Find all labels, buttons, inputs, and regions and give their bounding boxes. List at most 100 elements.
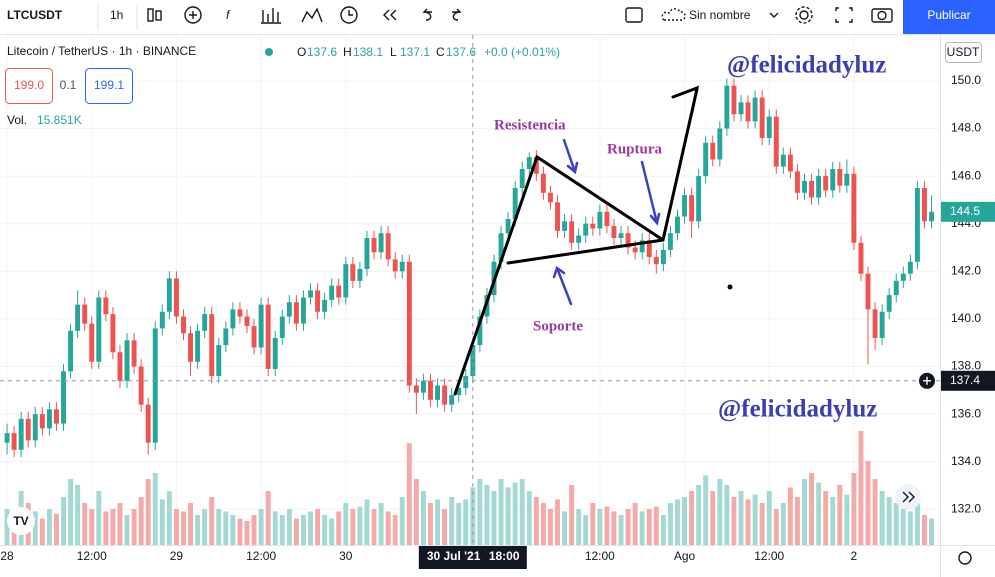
- settings-icon[interactable]: [958, 551, 972, 565]
- candle-body: [653, 257, 659, 265]
- svg-text:TV: TV: [13, 514, 28, 528]
- volume-bar: [188, 503, 194, 545]
- volume-bar: [562, 511, 568, 545]
- buy-price[interactable]: 199.1: [94, 78, 124, 92]
- candle-body: [562, 221, 568, 231]
- symbol[interactable]: LTCUSDT: [7, 8, 63, 22]
- buy-box[interactable]: [85, 68, 133, 104]
- volume-bar: [590, 503, 596, 545]
- toolbar-icons[interactable]: f: [97, 4, 893, 30]
- volume-bar: [258, 509, 264, 545]
- layout-name[interactable]: Sin nombre: [689, 8, 751, 22]
- candle-body: [152, 328, 158, 443]
- volume-bar: [886, 497, 892, 545]
- candle-body: [794, 171, 800, 193]
- candle-body: [540, 173, 546, 193]
- breakout-label: Ruptura: [607, 141, 663, 157]
- candle-body: [611, 226, 617, 239]
- candle-body: [25, 418, 31, 441]
- candle-body: [223, 328, 229, 346]
- candle-body: [265, 304, 271, 369]
- volume-bar: [519, 479, 525, 545]
- x-tick-label: 28: [0, 549, 14, 563]
- crosshair-time-box: [418, 546, 527, 569]
- volume-bar: [907, 511, 913, 545]
- candle-body: [547, 192, 553, 203]
- volume-bar: [145, 479, 151, 545]
- volume-bar: [399, 497, 405, 545]
- volume-bar: [780, 503, 786, 545]
- volume-bar: [4, 509, 10, 545]
- ohlc-label: C: [436, 45, 445, 59]
- volume-bar: [237, 518, 243, 545]
- candle-body: [759, 97, 765, 139]
- candle-body: [124, 340, 130, 381]
- volume-bar: [667, 503, 673, 545]
- volume-bar: [597, 509, 603, 545]
- candle-body: [922, 188, 927, 222]
- candle-body: [872, 309, 878, 338]
- candle-body: [258, 304, 264, 348]
- candle-body: [533, 157, 539, 174]
- currency[interactable]: USDT: [947, 45, 980, 59]
- volume-bar: [350, 509, 356, 545]
- publish-label[interactable]: Publicar: [927, 8, 970, 22]
- candle-body: [893, 280, 899, 296]
- candle-body: [604, 211, 610, 227]
- volume-bar: [696, 485, 702, 545]
- candle-body: [32, 414, 38, 441]
- scroll-icon[interactable]: [902, 491, 915, 503]
- volume-bar: [689, 491, 695, 545]
- publish-button[interactable]: [903, 0, 995, 34]
- candle-body: [322, 299, 328, 312]
- arrows: [552, 138, 661, 306]
- y-tick-label: 148.0: [951, 121, 981, 135]
- candle-body: [117, 352, 123, 381]
- ohlc-value: 137.1: [400, 45, 430, 59]
- volume-bar: [858, 431, 864, 545]
- volume-bar: [272, 511, 278, 545]
- candle-body: [237, 309, 243, 317]
- candle-body: [68, 330, 74, 372]
- volume-bar: [865, 461, 871, 545]
- crosshair-price-box: [941, 370, 995, 391]
- ohlc: O 137.6 H 138.1 L 137.1 C 137.6 +0.0 (+0.01%): [297, 45, 560, 59]
- watermark: @felicidadyluz: [727, 52, 886, 79]
- sell-price[interactable]: 199.0: [14, 78, 44, 92]
- candle-body: [279, 316, 285, 338]
- volume-bar: [251, 515, 257, 545]
- candle-body: [660, 249, 666, 265]
- candle-body: [689, 195, 695, 222]
- candle-body: [435, 385, 441, 400]
- volume-bar: [484, 485, 490, 545]
- y-tick-label: 136.0: [951, 406, 981, 420]
- candle-body: [823, 176, 829, 191]
- currency-box[interactable]: [945, 42, 982, 63]
- volume-bar: [816, 482, 822, 545]
- volume-bar: [653, 506, 659, 545]
- volume-bar: [787, 487, 793, 545]
- volume-bar: [223, 511, 229, 545]
- y-tick-label: 132.0: [951, 501, 981, 515]
- candle-body: [138, 366, 144, 405]
- sell-box[interactable]: [5, 68, 53, 104]
- candle-body: [420, 380, 426, 393]
- volume-bar: [724, 485, 730, 545]
- volume-bar: [879, 491, 885, 545]
- interval[interactable]: 1h: [110, 8, 123, 22]
- candle-body: [731, 85, 737, 115]
- volume-bar: [555, 499, 560, 545]
- volume-bar: [442, 509, 448, 545]
- volume-bar: [138, 497, 144, 545]
- volume-bar: [456, 503, 462, 545]
- last-price: 144.5: [950, 204, 980, 218]
- candle-body: [590, 223, 596, 229]
- legend-title: Litecoin / TetherUS · 1h · BINANCE: [7, 44, 196, 58]
- volume-label: Vol.: [7, 113, 27, 127]
- volume-bar: [300, 515, 306, 545]
- x-tick-label: 2: [851, 549, 858, 563]
- ohlc-value: 137.6: [446, 45, 476, 59]
- candle-body: [682, 195, 688, 217]
- candle-body: [173, 278, 179, 317]
